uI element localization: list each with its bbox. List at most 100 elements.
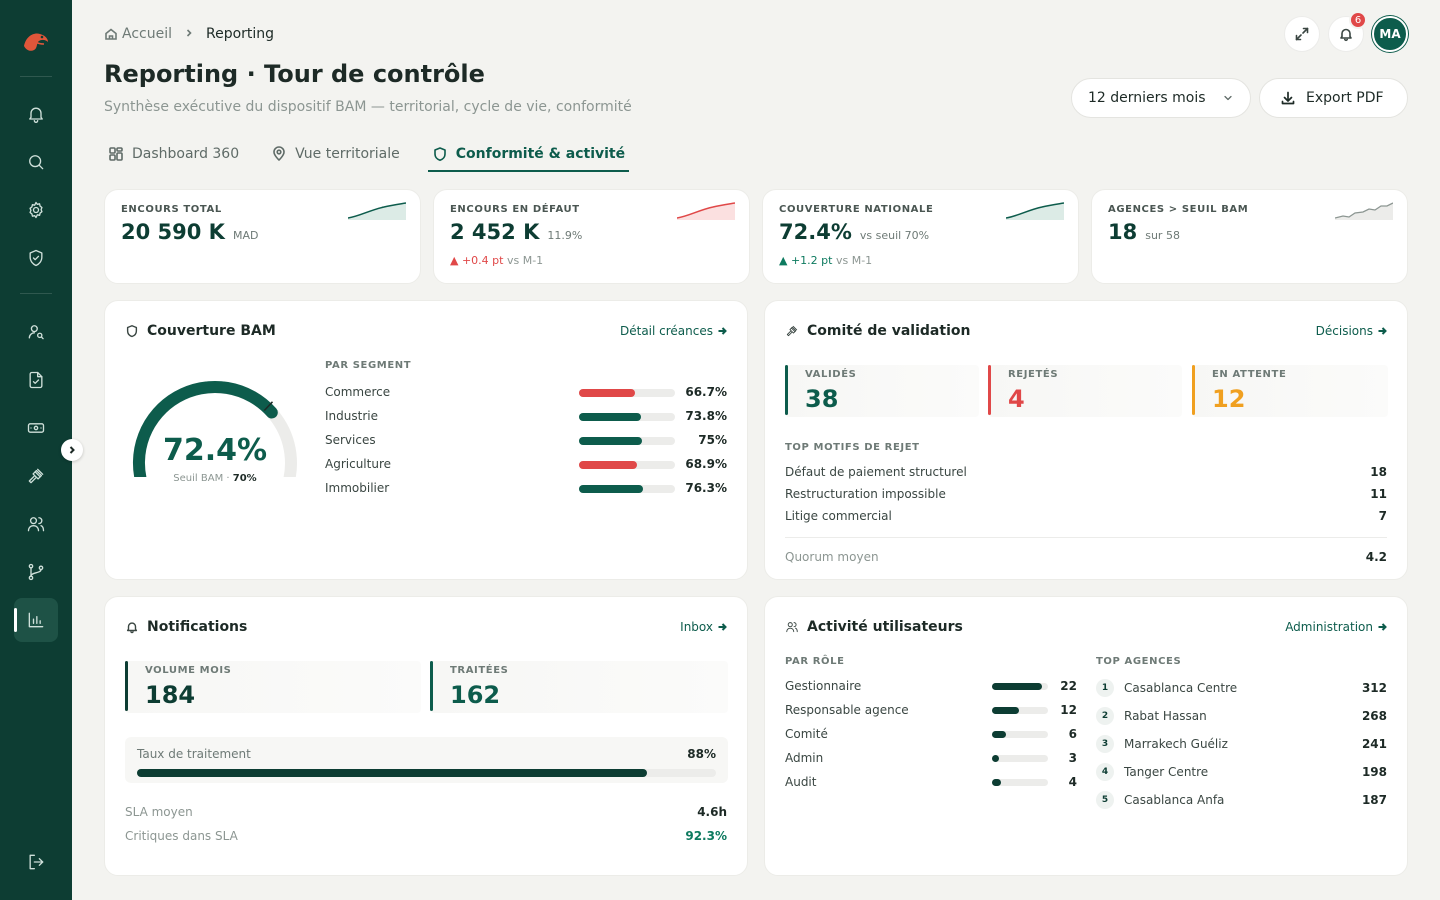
users-icon	[786, 622, 798, 633]
chevron-down-icon	[1224, 95, 1232, 101]
link-label: Détail créances	[619, 324, 713, 338]
segment-bar-track	[579, 413, 675, 421]
role-bar-fill	[992, 755, 999, 762]
stat-label: EN ATTENTE	[1212, 369, 1287, 380]
decisions-link[interactable]: Décisions	[1316, 324, 1387, 338]
arrow-right-icon	[1378, 623, 1387, 631]
panel-title-text: Notifications	[147, 619, 248, 635]
segment-bar-fill	[579, 485, 643, 493]
motif-name: Défaut de paiement structurel	[785, 465, 967, 479]
link-label: Décisions	[1315, 324, 1373, 338]
administration-link[interactable]: Administration	[1285, 620, 1387, 634]
inbox-link[interactable]: Inbox	[680, 620, 727, 634]
gavel-icon	[28, 468, 44, 484]
bell-icon	[1340, 28, 1352, 42]
stat-valides: VALIDÉS 38	[785, 365, 979, 417]
breadcrumb-home[interactable]: Accueil	[104, 26, 172, 42]
sla-value: 4.6h	[697, 805, 727, 819]
fullscreen-button[interactable]	[1284, 16, 1320, 52]
tab-dashboard-360[interactable]: Dashboard 360	[104, 136, 243, 172]
segment-value: 75%	[698, 433, 727, 447]
user-search-icon	[28, 325, 44, 340]
kpi-card-encours-defaut: ENCOURS EN DÉFAUT 2 452 K 11.9% ▲ +0.4 p…	[433, 189, 750, 284]
agence-name[interactable]: Rabat Hassan	[1124, 709, 1207, 723]
sidebar-item-clients[interactable]	[14, 310, 58, 354]
role-bar-track	[992, 683, 1048, 690]
sidebar-item-reporting[interactable]	[14, 598, 58, 642]
logout-icon	[29, 854, 44, 870]
gear-icon	[29, 201, 43, 219]
export-pdf-label: Export PDF	[1306, 90, 1384, 106]
agences-section-label: TOP AGENCES	[1096, 656, 1182, 667]
critiques-label: Critiques dans SLA	[125, 829, 238, 843]
page-subtitle: Synthèse exécutive du dispositif BAM — t…	[104, 99, 632, 115]
panel-title-text: Comité de validation	[807, 323, 971, 339]
sidebar-item-creances[interactable]	[14, 406, 58, 450]
sidebar-item-workflow[interactable]	[14, 550, 58, 594]
tab-bar: Dashboard 360 Vue territoriale Conformit…	[104, 136, 653, 172]
segment-name: Industrie	[325, 409, 378, 423]
stat-traitees: TRAITÉES 162	[430, 661, 728, 713]
agence-name[interactable]: Casablanca Anfa	[1124, 793, 1225, 807]
arrow-right-icon	[718, 327, 727, 335]
panel-header: Notifications Inbox	[125, 617, 727, 637]
stat-accent	[430, 661, 433, 711]
motifs-section-label: TOP MOTIFS DE REJET	[785, 442, 920, 453]
stat-accent	[125, 661, 128, 711]
brand-logo[interactable]	[18, 24, 54, 60]
segment-value: 73.8%	[685, 409, 727, 423]
kpi-value: 72.4% vs seuil 70%	[779, 220, 929, 244]
rate-label: Taux de traitement	[137, 747, 251, 761]
export-pdf-button[interactable]: Export PDF	[1259, 78, 1408, 118]
arrow-right-icon	[718, 623, 727, 631]
kpi-card-agences-seuil: AGENCES > SEUIL BAM 18 sur 58	[1091, 189, 1408, 284]
notifications-button[interactable]: 6	[1328, 11, 1367, 52]
period-select[interactable]: 12 derniers mois	[1071, 78, 1251, 118]
segment-name: Commerce	[325, 385, 391, 399]
segment-bar-fill	[579, 413, 641, 421]
motif-count: 11	[1370, 487, 1387, 501]
agence-name[interactable]: Tanger Centre	[1124, 765, 1209, 779]
logout-button[interactable]	[14, 840, 58, 884]
stat-value: 162	[450, 681, 501, 709]
sidebar-item-comite[interactable]	[14, 454, 58, 498]
kpi-value: 2 452 K 11.9%	[450, 220, 582, 244]
threshold-value: 70%	[232, 473, 257, 484]
agence-name[interactable]: Marrakech Guéliz	[1124, 737, 1228, 751]
tab-conformite-activite[interactable]: Conformité & activité	[427, 136, 630, 172]
panel-couverture-bam: Couverture BAM Détail créances 72.4% Seu…	[104, 300, 748, 580]
segment-name: Agriculture	[325, 457, 391, 471]
sidebar-item-dossiers[interactable]	[14, 358, 58, 402]
detail-creances-link[interactable]: Détail créances	[620, 324, 727, 338]
sidebar-item-settings[interactable]	[14, 188, 58, 232]
kpi-label: COUVERTURE NATIONALE	[779, 204, 934, 215]
sidebar-toggle-button[interactable]	[61, 439, 83, 461]
sidebar-item-notifications[interactable]	[14, 92, 58, 136]
stat-label: VALIDÉS	[805, 369, 857, 380]
segment-name: Immobilier	[325, 481, 390, 495]
critiques-value: 92.3%	[685, 829, 727, 843]
role-name: Audit	[785, 775, 817, 789]
home-icon	[105, 28, 117, 40]
link-label: Administration	[1285, 620, 1373, 634]
stat-label: REJETÉS	[1008, 369, 1059, 380]
panel-title: Comité de validation	[785, 323, 970, 339]
agence-name[interactable]: Casablanca Centre	[1124, 681, 1238, 695]
tab-vue-territoriale[interactable]: Vue territoriale	[267, 136, 404, 172]
kpi-delta-value: ▲ +0.4 pt	[450, 254, 504, 267]
grid-icon	[109, 147, 123, 161]
rank-badge: 1	[1096, 679, 1114, 697]
sidebar-item-security[interactable]	[14, 236, 58, 280]
avatar[interactable]: MA	[1372, 16, 1408, 52]
stat-accent	[1192, 365, 1195, 415]
tab-label: Dashboard 360	[132, 146, 240, 162]
role-name: Gestionnaire	[785, 679, 862, 693]
sparkline	[348, 202, 406, 220]
segment-value: 68.9%	[685, 457, 727, 471]
sidebar-item-users[interactable]	[14, 502, 58, 546]
role-count: 12	[1060, 703, 1077, 717]
sparkline	[677, 202, 735, 220]
motif-name: Restructuration impossible	[785, 487, 946, 501]
shield-icon	[433, 147, 446, 162]
sidebar-item-search[interactable]	[14, 140, 58, 184]
